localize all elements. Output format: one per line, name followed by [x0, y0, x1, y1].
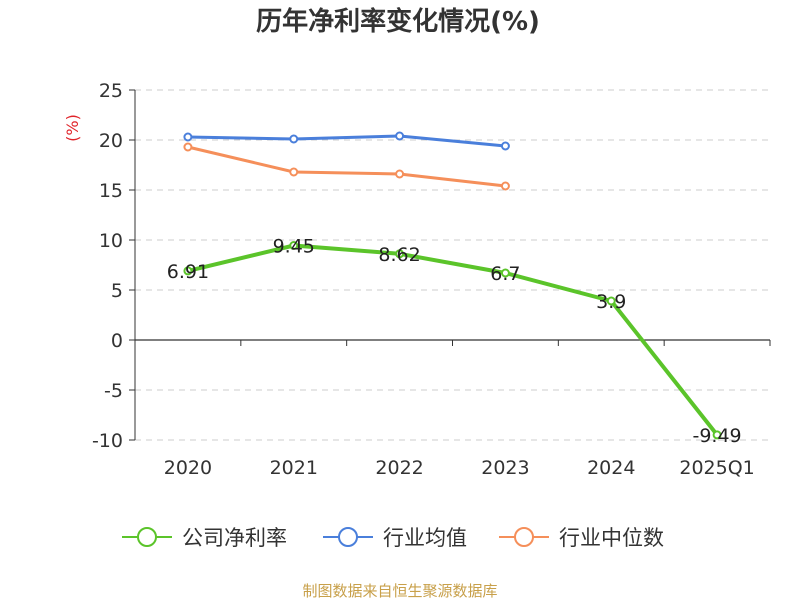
- series-line: [187, 134, 506, 148]
- data-point: [289, 134, 299, 144]
- legend-label: 公司净利率: [182, 526, 287, 550]
- data-label: 6.91: [167, 261, 209, 283]
- legend-label: 行业均值: [383, 526, 467, 550]
- chart-title: 历年净利率变化情况(%): [256, 6, 540, 37]
- y-tick-label: 0: [111, 330, 123, 352]
- data-point: [500, 268, 510, 278]
- data-point: [183, 266, 193, 276]
- series-layer: [183, 131, 722, 440]
- legend-label: 行业中位数: [559, 526, 664, 550]
- x-tick-label: 2021: [270, 457, 318, 479]
- data-point: [395, 169, 405, 179]
- x-tick-label: 2025Q1: [679, 457, 754, 479]
- data-label: 6.7: [490, 263, 520, 285]
- y-tick-label: 5: [111, 280, 123, 302]
- y-axis-unit-label: (%): [63, 114, 82, 142]
- data-label: 8.62: [378, 244, 420, 266]
- data-point: [606, 296, 616, 306]
- series-line: [187, 243, 719, 437]
- y-tick-label: 20: [99, 130, 123, 152]
- data-label: -9.49: [692, 425, 741, 447]
- legend: 公司净利率 行业均值 行业中位数: [122, 526, 664, 550]
- data-point: [500, 141, 510, 151]
- data-point: [183, 142, 193, 152]
- data-point: [500, 181, 510, 191]
- data-label-layer: 6.91 9.45 8.62 6.7 3.9 -9.49: [167, 236, 742, 447]
- legend-swatch-marker: [514, 527, 534, 547]
- y-tick-label: -5: [104, 380, 123, 402]
- data-label: 3.9: [596, 291, 626, 313]
- x-tick-label: 2020: [164, 457, 212, 479]
- data-point: [183, 132, 193, 142]
- data-point: [712, 430, 722, 440]
- data-point: [395, 131, 405, 141]
- data-point: [289, 167, 299, 177]
- data-label: 9.45: [273, 236, 315, 258]
- x-tick-label: 2024: [587, 457, 635, 479]
- legend-swatch-marker: [137, 527, 157, 547]
- data-point: [289, 241, 299, 250]
- legend-swatch-marker: [338, 527, 358, 547]
- x-tick-label: 2023: [481, 457, 529, 479]
- axis-layer: 25 20 15 10 5 0 -5 -10 2020 2021 2022 2023 2024 2025Q…: [92, 80, 771, 479]
- y-tick-label: 25: [99, 80, 123, 102]
- y-tick-label: -10: [92, 430, 123, 452]
- source-note: 制图数据来自恒生聚源数据库: [302, 582, 497, 600]
- series-line: [187, 145, 506, 188]
- grid-layer: [135, 89, 770, 441]
- y-tick-label: 15: [99, 180, 123, 202]
- data-point: [395, 249, 405, 259]
- y-tick-label: 10: [99, 230, 123, 252]
- x-tick-label: 2022: [375, 457, 423, 479]
